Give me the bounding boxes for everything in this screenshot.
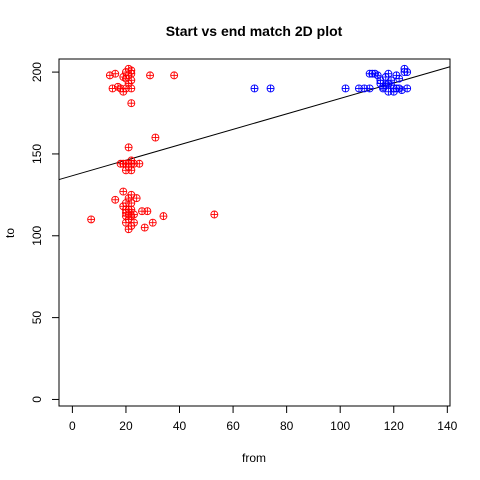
- plot-frame: [58, 58, 451, 407]
- data-point: [111, 69, 120, 78]
- x-tick-label: 120: [384, 419, 404, 433]
- data-point: [132, 194, 141, 203]
- chart-title: Start vs end match 2D plot: [166, 23, 343, 39]
- data-point: [146, 71, 155, 80]
- x-tick-label: 80: [280, 419, 294, 433]
- data-point: [119, 87, 128, 96]
- data-point: [210, 210, 219, 219]
- data-point: [111, 195, 120, 204]
- data-point: [365, 84, 374, 93]
- y-tick-label: 200: [30, 62, 44, 82]
- data-point: [143, 207, 152, 216]
- x-tick-label: 140: [437, 419, 457, 433]
- y-axis: 0 50 100 150 200: [30, 62, 59, 403]
- data-point: [395, 74, 404, 83]
- data-point: [119, 187, 128, 196]
- y-tick-label: 150: [30, 144, 44, 164]
- data-point: [403, 84, 412, 93]
- data-point: [124, 143, 133, 152]
- data-point: [108, 84, 117, 93]
- data-point: [127, 99, 136, 108]
- data-point: [127, 84, 136, 93]
- data-point: [148, 218, 157, 227]
- x-tick-label: 100: [330, 419, 350, 433]
- data-point: [159, 212, 168, 221]
- data-point: [250, 84, 259, 93]
- data-point: [127, 199, 136, 207]
- y-axis-label: to: [3, 228, 17, 238]
- data-point: [387, 81, 396, 90]
- data-point: [266, 84, 275, 93]
- data-point: [341, 84, 350, 93]
- data-point: [151, 133, 160, 142]
- data-point: [122, 218, 130, 227]
- data-point: [135, 159, 144, 168]
- y-tick-label: 50: [30, 311, 44, 325]
- x-tick-label: 20: [119, 419, 133, 433]
- data-point: [403, 68, 412, 77]
- y-tick-label: 0: [30, 396, 44, 403]
- x-axis: 0 20 40 60 80 100 120 140: [69, 406, 458, 433]
- x-tick-label: 0: [69, 419, 76, 433]
- data-point: [127, 156, 136, 165]
- data-point: [87, 215, 96, 224]
- data-point: [127, 166, 136, 175]
- x-axis-label: from: [242, 451, 266, 465]
- data-point: [170, 71, 179, 80]
- data-point: [124, 225, 133, 234]
- y-tick-label: 100: [30, 225, 44, 245]
- data-points: [87, 64, 412, 234]
- x-tick-label: 40: [173, 419, 187, 433]
- x-tick-label: 60: [226, 419, 240, 433]
- data-point: [384, 87, 393, 96]
- data-point: [140, 223, 149, 232]
- data-point: [384, 69, 393, 78]
